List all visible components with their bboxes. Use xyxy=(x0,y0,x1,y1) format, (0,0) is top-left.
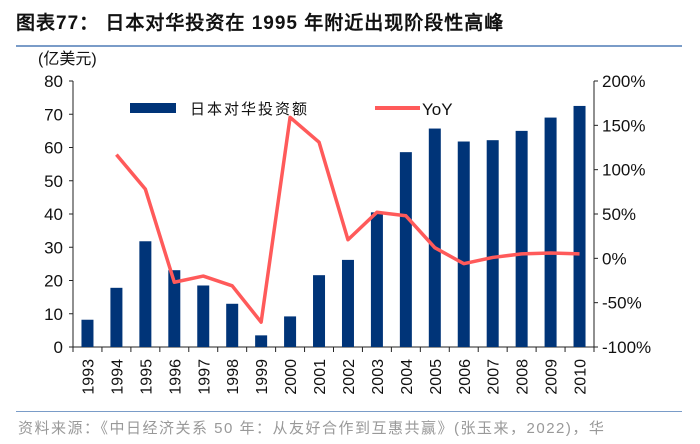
right-tick-label: 0% xyxy=(602,249,627,268)
left-tick-label: 10 xyxy=(44,305,63,324)
bar-1995 xyxy=(139,241,152,347)
bar-2002 xyxy=(341,259,354,347)
x-tick-label: 2008 xyxy=(515,359,532,395)
left-tick-label: 20 xyxy=(44,272,63,291)
x-tick-label: 2010 xyxy=(573,359,590,395)
right-tick-label: -100% xyxy=(602,338,651,357)
right-tick-label: 100% xyxy=(602,161,645,180)
x-tick-label: 2003 xyxy=(370,359,387,395)
right-tick-label: 150% xyxy=(602,116,645,135)
right-tick-label: 50% xyxy=(602,205,636,224)
left-tick-label: 30 xyxy=(44,238,63,257)
x-tick-label: 2006 xyxy=(457,359,474,395)
bar-1998 xyxy=(226,303,239,347)
x-tick-label: 1996 xyxy=(167,359,184,395)
bar-1994 xyxy=(110,287,123,347)
x-tick-label: 2009 xyxy=(544,359,561,395)
x-tick-label: 2005 xyxy=(428,359,445,395)
x-tick-label: 1997 xyxy=(196,359,213,395)
x-tick-label: 1993 xyxy=(80,359,97,395)
bar-1999 xyxy=(255,335,268,347)
left-tick-label: 70 xyxy=(44,105,63,124)
x-tick-label: 2007 xyxy=(486,359,503,395)
x-tick-label: 2001 xyxy=(312,359,329,395)
bar-1993 xyxy=(81,319,94,347)
bar-2008 xyxy=(515,130,528,347)
footer-divider xyxy=(16,411,682,412)
legend-bar-label: 日本对华投资额 xyxy=(190,101,309,118)
legend-bar-swatch xyxy=(130,103,176,113)
x-tick-label: 1994 xyxy=(109,359,126,395)
bar-2005 xyxy=(428,128,441,347)
x-tick-label: 2004 xyxy=(399,359,416,395)
x-tick-label: 1995 xyxy=(138,359,155,395)
x-tick-label: 2002 xyxy=(341,359,358,395)
bar-2007 xyxy=(486,140,499,347)
bar-2006 xyxy=(457,141,470,347)
bar-2010 xyxy=(573,105,586,347)
left-tick-label: 80 xyxy=(44,72,63,91)
legend-line-label: YoY xyxy=(422,100,453,119)
right-tick-label: 200% xyxy=(602,72,645,91)
bar-2009 xyxy=(544,117,557,347)
x-tick-label: 1999 xyxy=(254,359,271,395)
y-axis-label: (亿美元) xyxy=(38,50,97,68)
right-tick-label: -50% xyxy=(602,294,642,313)
bar-2001 xyxy=(313,275,326,347)
left-tick-label: 0 xyxy=(54,338,63,357)
title-divider xyxy=(16,45,682,47)
bar-2000 xyxy=(284,316,297,347)
x-tick-label: 2000 xyxy=(283,359,300,395)
x-tick-label: 1998 xyxy=(225,359,242,395)
bar-1996 xyxy=(168,270,181,347)
bar-1997 xyxy=(197,285,210,347)
chart-title: 图表77： 日本对华投资在 1995 年附近出现阶段性高峰 xyxy=(16,13,505,34)
left-tick-label: 60 xyxy=(44,139,63,158)
source-note: 资料来源：《中日经济关系 50 年：从友好合作到互惠共赢》(张玉来，2022)，… xyxy=(18,420,606,437)
left-tick-label: 50 xyxy=(44,172,63,191)
bar-2004 xyxy=(399,152,412,347)
left-tick-label: 40 xyxy=(44,205,63,224)
bar-2003 xyxy=(370,212,383,347)
